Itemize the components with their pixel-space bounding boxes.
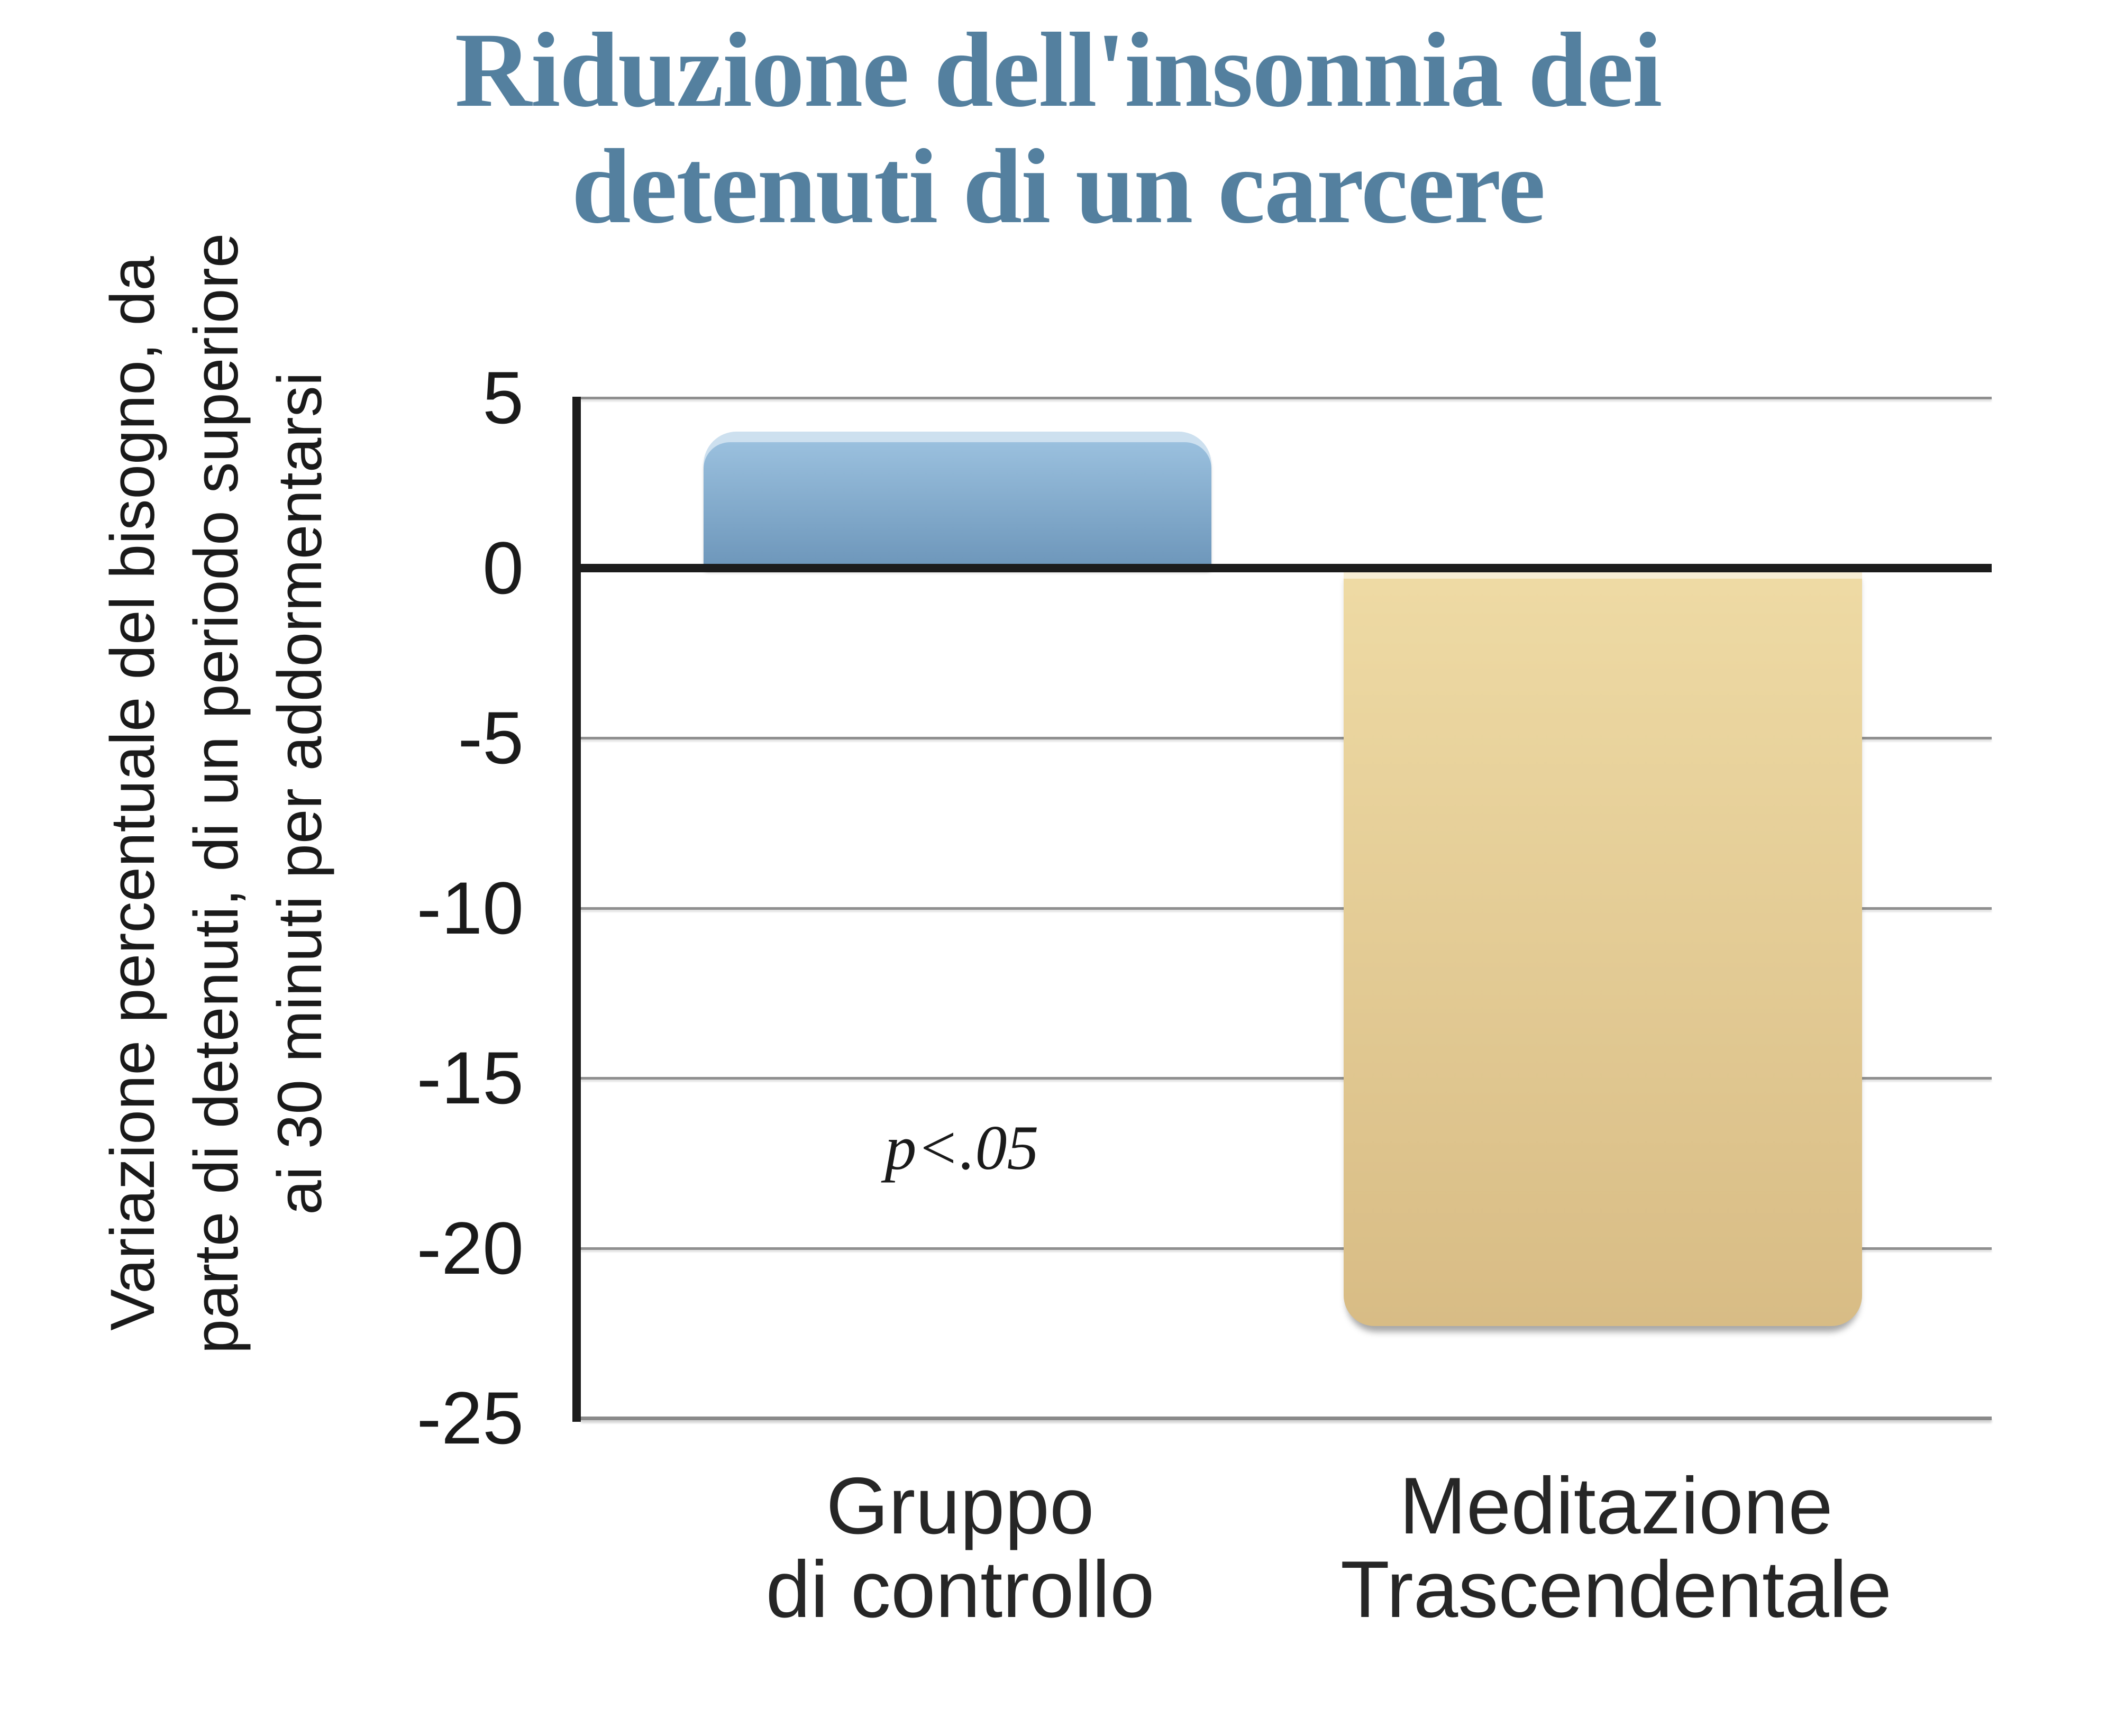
y-axis-line [572, 397, 581, 1422]
y-tick-label--15: -15 [416, 1036, 524, 1119]
y-axis-title-line-2: parte di detenuti, di un periodo superio… [181, 233, 251, 1354]
chart-title-line-2: detenuti di un carcere [571, 127, 1545, 245]
significance-annotation: p<.05 [884, 1112, 1039, 1183]
x-axis-label-transcendental-meditation-line-1: Meditazione [1399, 1461, 1833, 1551]
gridline--20 [581, 1247, 1992, 1250]
bar-gruppo-di-controllo-fill [704, 442, 1211, 568]
y-tick-label-0: 0 [482, 526, 524, 609]
x-axis-label-control-group-line-1: Gruppo [826, 1461, 1095, 1551]
gridline--15 [581, 1077, 1992, 1080]
x-axis-label-transcendental-meditation-line-2: Trascendentale [1340, 1545, 1892, 1634]
y-tick-label--20: -20 [416, 1206, 524, 1290]
x-axis-label-control-group-line-2: di controllo [765, 1545, 1155, 1634]
y-axis-title-line-3: ai 30 minuti per addormentarsi [265, 372, 335, 1215]
gridline--25 [581, 1417, 1992, 1420]
gridline-5 [581, 397, 1992, 399]
zero-line [581, 563, 1992, 572]
y-tick-label--5: -5 [458, 696, 524, 779]
bar-meditazione-trascendentale-fill [1344, 578, 1862, 1327]
gridline--5 [581, 737, 1992, 739]
gridline--10 [581, 907, 1992, 910]
x-axis-label-control-group: Gruppo di controllo [537, 1464, 1383, 1631]
y-tick-label-5: 5 [482, 356, 524, 439]
y-tick-label--25: -25 [416, 1376, 524, 1459]
y-axis-title-line-1: Variazione percentuale del bisogno, da [98, 256, 168, 1331]
chart-title: Riduzione dell'insonnia dei detenuti di … [0, 12, 2116, 244]
bar-gruppo-di-controllo [704, 432, 1211, 568]
plot-area: 5 0 -5 -10 -15 -20 -25 p<.05 [417, 356, 1992, 1459]
y-tick-label--10: -10 [416, 866, 524, 949]
bar-meditazione-trascendentale [1344, 568, 1862, 1327]
x-axis-label-transcendental-meditation: Meditazione Trascendentale [1193, 1464, 2039, 1631]
chart-title-line-1: Riduzione dell'insonnia dei [454, 11, 1663, 129]
y-axis-title: Variazione percentuale del bisogno, da p… [91, 143, 342, 1444]
